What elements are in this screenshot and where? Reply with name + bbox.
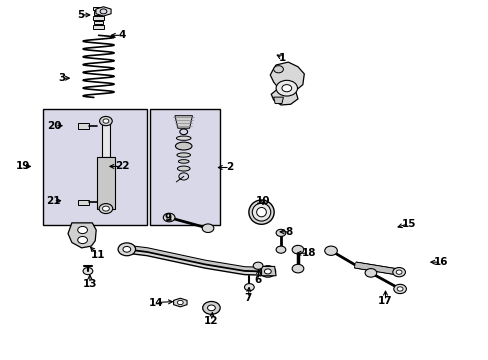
Circle shape — [244, 284, 254, 291]
Ellipse shape — [256, 207, 266, 217]
Circle shape — [177, 300, 183, 305]
Text: 9: 9 — [164, 212, 171, 222]
Circle shape — [276, 246, 285, 253]
Circle shape — [103, 119, 109, 123]
Text: 2: 2 — [226, 162, 233, 172]
Polygon shape — [96, 7, 111, 16]
Circle shape — [100, 9, 107, 14]
Circle shape — [324, 246, 337, 255]
Bar — [93, 16, 104, 19]
Circle shape — [260, 266, 275, 277]
Circle shape — [276, 80, 297, 96]
Circle shape — [276, 229, 285, 237]
Ellipse shape — [178, 159, 189, 163]
Circle shape — [396, 287, 402, 291]
Bar — [94, 12, 103, 15]
Ellipse shape — [252, 203, 270, 221]
Text: 22: 22 — [115, 161, 129, 171]
Ellipse shape — [176, 136, 191, 140]
Circle shape — [202, 301, 220, 314]
Circle shape — [365, 269, 376, 277]
Bar — [94, 21, 103, 24]
Bar — [97, 157, 115, 208]
Circle shape — [207, 305, 215, 311]
Circle shape — [282, 85, 291, 92]
Text: 16: 16 — [433, 257, 448, 267]
Bar — [42, 109, 147, 225]
Circle shape — [83, 267, 93, 275]
Circle shape — [253, 262, 263, 269]
Circle shape — [264, 269, 271, 274]
Circle shape — [122, 247, 130, 252]
Circle shape — [392, 267, 405, 277]
Ellipse shape — [177, 166, 190, 171]
Bar — [102, 121, 110, 157]
Text: 18: 18 — [301, 248, 316, 258]
Text: 3: 3 — [59, 73, 66, 83]
Circle shape — [395, 270, 401, 274]
Circle shape — [163, 213, 175, 222]
Ellipse shape — [175, 142, 192, 150]
Bar — [93, 7, 104, 10]
Ellipse shape — [177, 153, 190, 157]
Circle shape — [393, 284, 406, 294]
Text: 14: 14 — [148, 297, 163, 307]
Text: 4: 4 — [118, 30, 125, 40]
Circle shape — [99, 203, 113, 213]
Polygon shape — [354, 262, 399, 275]
Polygon shape — [175, 116, 192, 128]
Text: 8: 8 — [285, 227, 292, 237]
Text: 1: 1 — [278, 53, 285, 63]
Text: 13: 13 — [82, 279, 97, 289]
Text: 15: 15 — [401, 219, 415, 229]
Circle shape — [78, 226, 87, 234]
Circle shape — [291, 246, 303, 254]
Polygon shape — [78, 123, 89, 129]
Text: 12: 12 — [204, 316, 218, 326]
Polygon shape — [173, 298, 187, 307]
Text: 7: 7 — [244, 293, 251, 303]
Polygon shape — [68, 223, 96, 248]
Bar — [149, 109, 220, 225]
Circle shape — [273, 66, 283, 73]
Circle shape — [202, 224, 213, 233]
Text: 11: 11 — [90, 250, 105, 260]
Text: 5: 5 — [77, 10, 84, 20]
Text: 21: 21 — [46, 196, 61, 206]
Polygon shape — [78, 200, 89, 204]
Text: 10: 10 — [255, 196, 270, 206]
Text: 19: 19 — [16, 161, 30, 171]
Polygon shape — [273, 97, 283, 104]
Polygon shape — [261, 266, 276, 276]
Circle shape — [100, 116, 112, 126]
Bar — [93, 25, 104, 29]
Text: 6: 6 — [254, 275, 261, 285]
Circle shape — [78, 237, 87, 244]
Polygon shape — [270, 62, 304, 105]
Circle shape — [291, 264, 303, 273]
Ellipse shape — [248, 200, 274, 224]
Circle shape — [102, 206, 109, 211]
Text: 17: 17 — [377, 296, 392, 306]
Circle shape — [118, 243, 135, 256]
Text: 20: 20 — [47, 121, 62, 131]
